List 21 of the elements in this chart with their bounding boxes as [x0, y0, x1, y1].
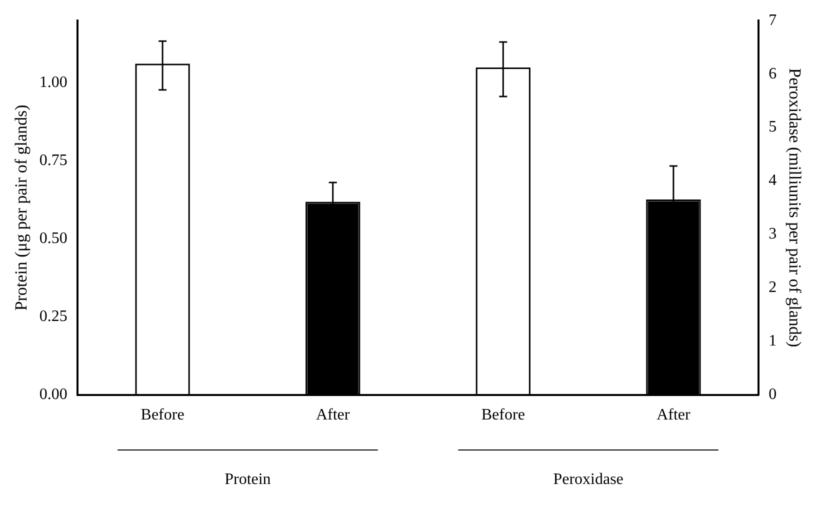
y-tick-label: 0.50 — [39, 230, 68, 248]
y-axis-title: Protein (μg per pair of glands) — [12, 104, 31, 311]
y2-tick-label: 6 — [768, 65, 777, 82]
x-tick-label: After — [656, 406, 691, 424]
y2-tick-label: 1 — [768, 332, 777, 350]
y2-axis-title: Peroxidase (milliunits per pair of glands) — [785, 68, 804, 348]
y2-tick-label: 3 — [768, 226, 777, 243]
y-tick-label: 0.00 — [39, 386, 68, 404]
x-tick-label: Before — [481, 406, 525, 424]
y2-tick-label: 0 — [768, 386, 777, 404]
x-tick-label: After — [316, 406, 350, 424]
y2-tick-label: 5 — [768, 118, 777, 136]
x-tick-label: Before — [140, 406, 184, 424]
y2-tick-label: 4 — [768, 172, 777, 190]
text: Protein — [224, 471, 271, 488]
text: Peroxidase — [553, 471, 624, 488]
y-tick-label: 1.00 — [39, 74, 68, 92]
y-tick-label: 0.75 — [39, 152, 68, 170]
y2-tick-label: 2 — [768, 279, 777, 296]
y-tick-label: 0.25 — [39, 308, 68, 326]
y2-tick-label: 7 — [768, 12, 777, 29]
